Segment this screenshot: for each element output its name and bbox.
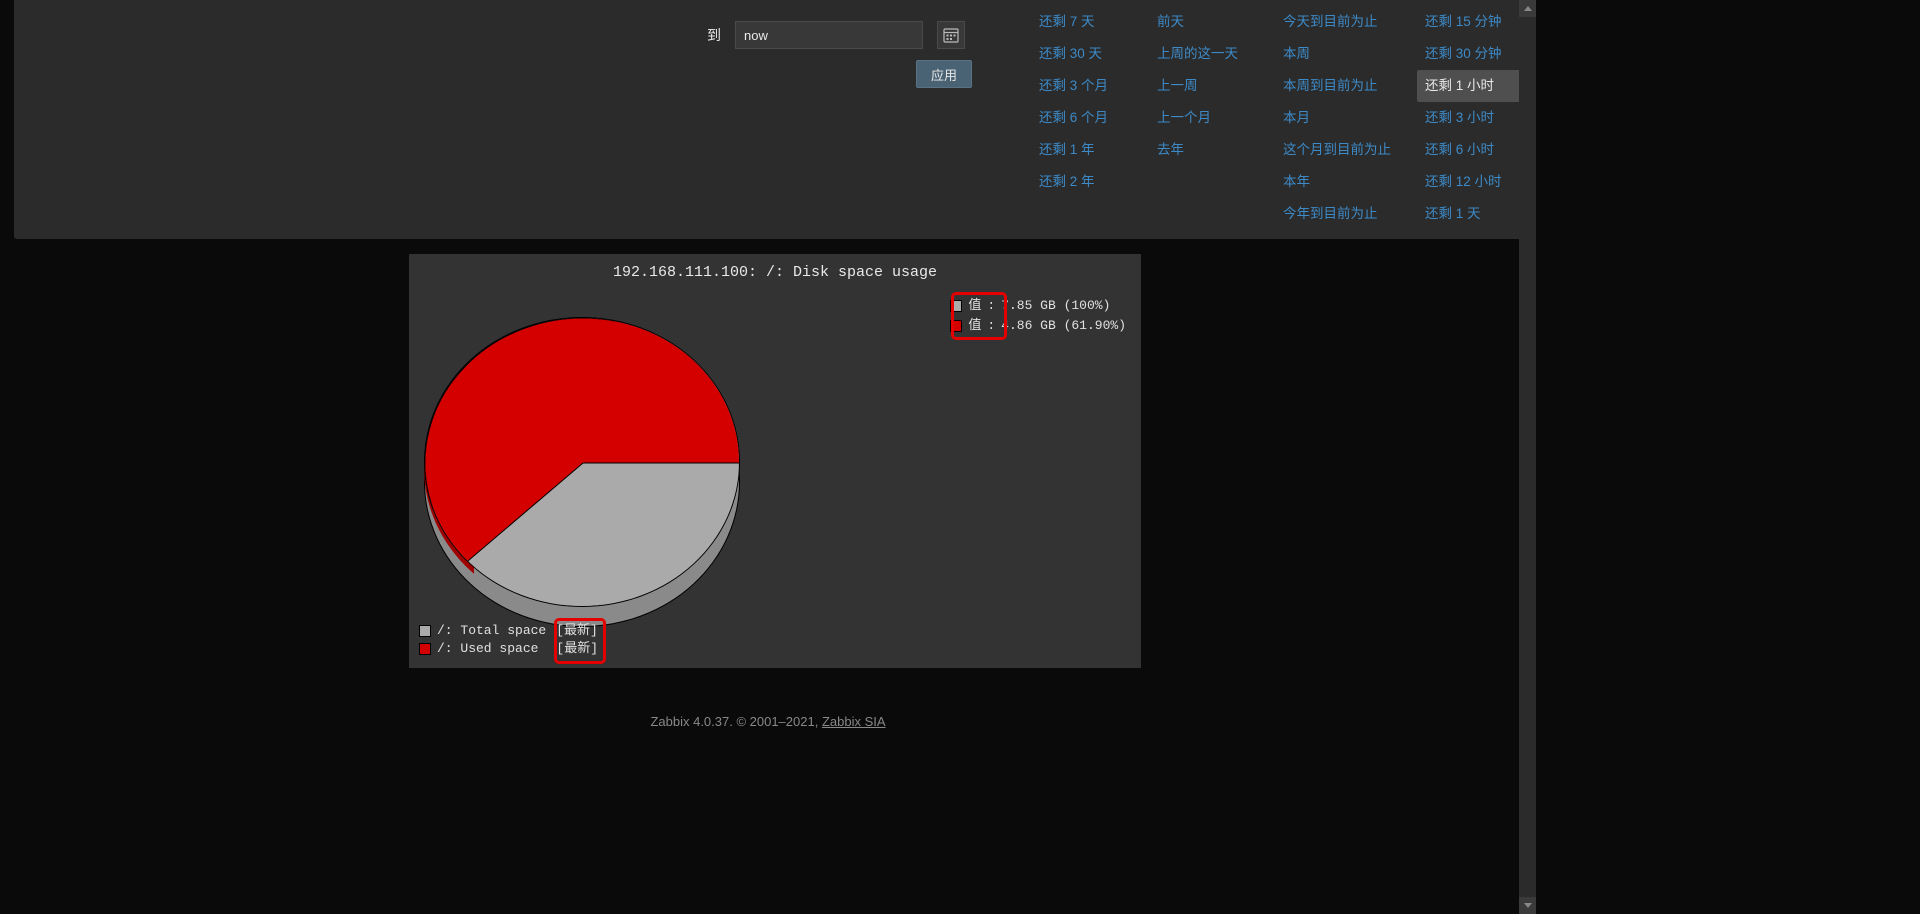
quick-range-link[interactable]: 本周 [1283, 38, 1425, 70]
legend-value-1: 4.86 GB (61.90%) [1001, 316, 1126, 336]
scroll-down-button[interactable] [1519, 897, 1536, 914]
footer-link[interactable]: Zabbix SIA [822, 714, 886, 729]
swatch-red-icon [950, 320, 962, 332]
disk-usage-graph-panel: 192.168.111.100: /: Disk space usage 值: … [409, 254, 1141, 668]
quick-range-link[interactable]: 今天到目前为止 [1283, 6, 1425, 38]
bottom-legend-row-total: /: Total space [最新] [419, 622, 598, 640]
quick-range-link[interactable]: 本年 [1283, 166, 1425, 198]
quick-range-link[interactable]: 这个月到目前为止 [1283, 134, 1425, 166]
legend-label-1: 值 [968, 316, 981, 336]
quick-range-link[interactable]: 还剩 6 个月 [1039, 102, 1157, 134]
quick-range-link[interactable]: 前天 [1157, 6, 1283, 38]
legend-value-0: 7.85 GB (100%) [1001, 296, 1110, 316]
legend-label-0: 值 [968, 296, 981, 316]
swatch-red-icon [419, 643, 431, 655]
time-filter-panel: 到 应用 还剩 7 天还剩 30 天还剩 3 个月还剩 6 个月还剩 1 年还剩… [14, 0, 1536, 239]
quick-range-links: 还剩 7 天还剩 30 天还剩 3 个月还剩 6 个月还剩 1 年还剩 2 年 … [1039, 6, 1535, 230]
top-legend: 值: 7.85 GB (100%) 值: 4.86 GB (61.90%) [950, 296, 1126, 336]
legend-row-used: 值: 4.86 GB (61.90%) [950, 316, 1126, 336]
bottom-legend-total-tag: [最新] [556, 622, 598, 640]
bottom-legend-used-tag: [最新] [556, 640, 598, 658]
quick-range-link[interactable]: 还剩 2 年 [1039, 166, 1157, 198]
quick-col-1: 前天上周的这一天上一周上一个月去年 [1157, 6, 1283, 230]
bottom-legend: /: Total space [最新] /: Used space [最新] [419, 622, 598, 658]
quick-range-link[interactable]: 上一个月 [1157, 102, 1283, 134]
quick-range-link[interactable]: 还剩 7 天 [1039, 6, 1157, 38]
footer: Zabbix 4.0.37. © 2001–2021, Zabbix SIA [0, 714, 1536, 729]
legend-row-total: 值: 7.85 GB (100%) [950, 296, 1126, 316]
quick-range-link[interactable]: 上一周 [1157, 70, 1283, 102]
bottom-legend-total-label: /: Total space [437, 622, 546, 640]
quick-range-link[interactable]: 还剩 3 个月 [1039, 70, 1157, 102]
graph-title: 192.168.111.100: /: Disk space usage [409, 264, 1141, 281]
quick-range-link[interactable]: 还剩 1 年 [1039, 134, 1157, 166]
chevron-down-icon [1524, 903, 1532, 908]
quick-range-link[interactable]: 还剩 1 小时 [1417, 70, 1535, 102]
calendar-picker-button[interactable] [937, 21, 965, 49]
quick-range-link[interactable]: 上周的这一天 [1157, 38, 1283, 70]
quick-col-2: 今天到目前为止本周本周到目前为止本月这个月到目前为止本年今年到目前为止 [1283, 6, 1425, 230]
to-row: 到 [707, 21, 965, 49]
swatch-grey-icon [419, 625, 431, 637]
apply-button[interactable]: 应用 [916, 60, 972, 88]
quick-col-0: 还剩 7 天还剩 30 天还剩 3 个月还剩 6 个月还剩 1 年还剩 2 年 [1039, 6, 1157, 230]
quick-range-link[interactable]: 本周到目前为止 [1283, 70, 1425, 102]
quick-range-link[interactable]: 还剩 30 天 [1039, 38, 1157, 70]
pie-chart [424, 317, 740, 633]
bottom-legend-used-label: /: Used space [437, 640, 538, 658]
to-label: 到 [707, 25, 721, 45]
calendar-icon [943, 27, 959, 43]
scroll-up-button[interactable] [1519, 0, 1536, 17]
pie-top-face [424, 317, 740, 607]
footer-text: Zabbix 4.0.37. © 2001–2021, [650, 714, 821, 729]
quick-range-link[interactable]: 今年到目前为止 [1283, 198, 1425, 230]
chevron-up-icon [1524, 6, 1532, 11]
to-date-input[interactable] [735, 21, 923, 49]
swatch-grey-icon [950, 300, 962, 312]
bottom-legend-row-used: /: Used space [最新] [419, 640, 598, 658]
quick-range-link[interactable]: 本月 [1283, 102, 1425, 134]
quick-range-link[interactable]: 去年 [1157, 134, 1283, 166]
vertical-scrollbar[interactable] [1519, 0, 1536, 914]
